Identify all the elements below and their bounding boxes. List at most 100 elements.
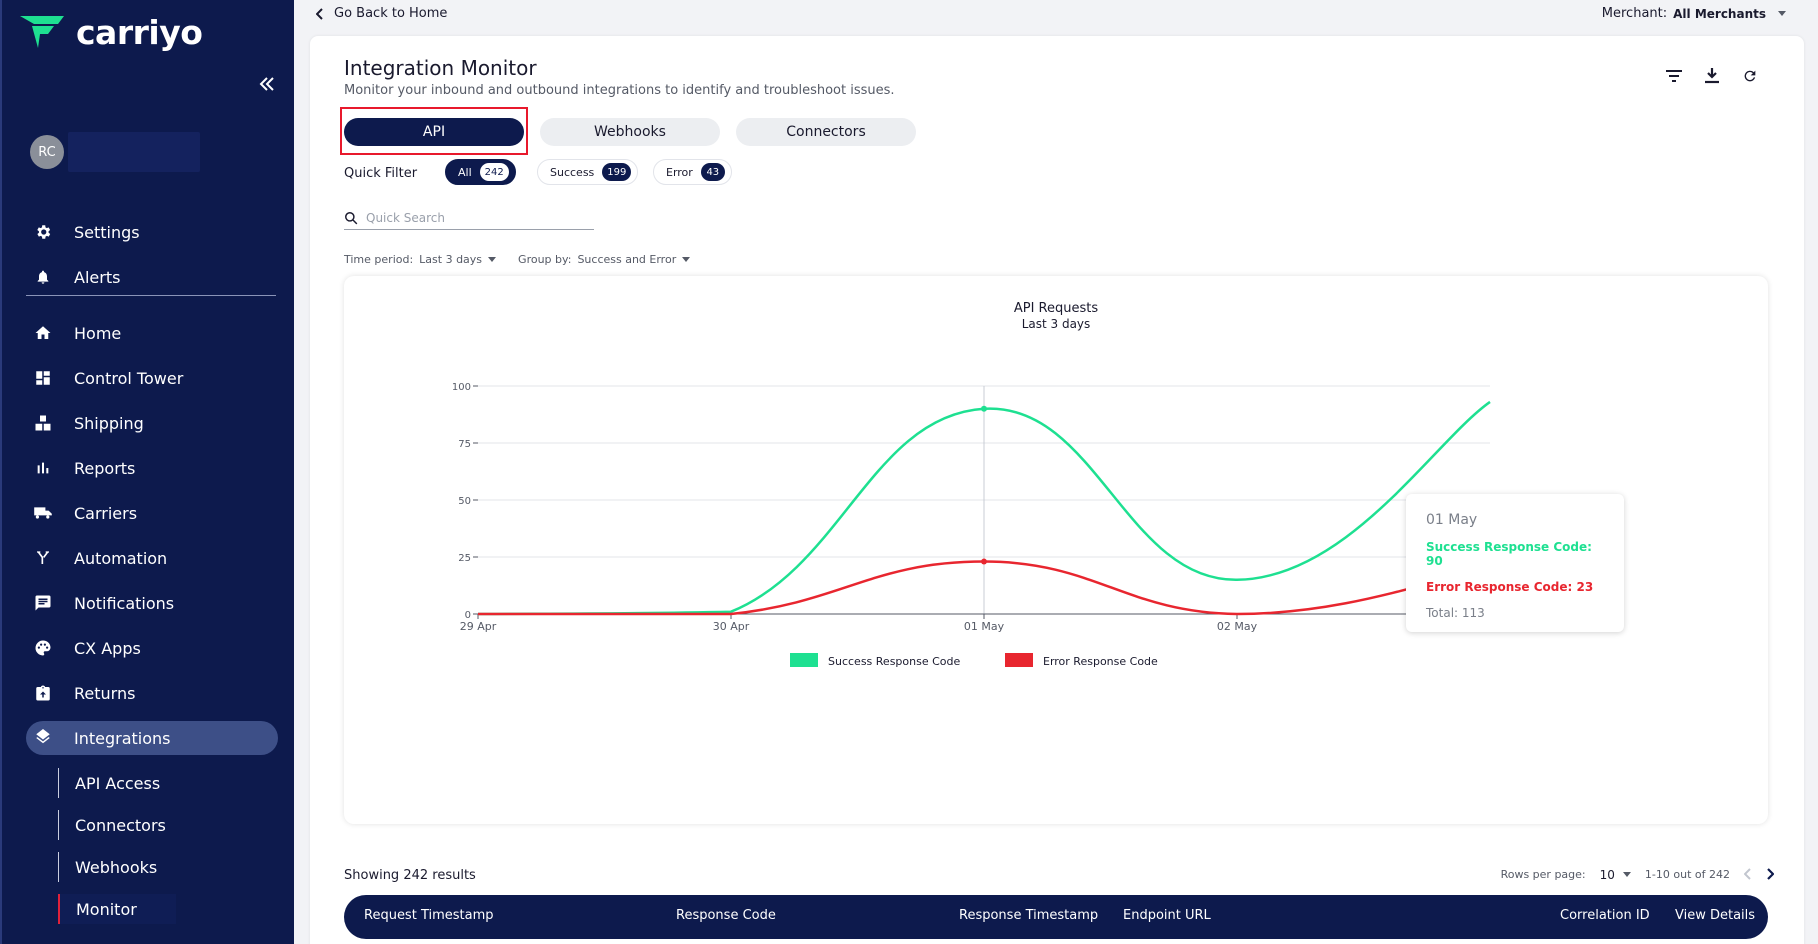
chart-filters: Time period: Last 3 days Group by: Succe… bbox=[344, 253, 691, 266]
column-header-view-details[interactable]: View Details bbox=[1675, 908, 1756, 923]
sidebar-item-label: Alerts bbox=[74, 267, 121, 287]
sidebar-item-integrations[interactable]: Integrations bbox=[26, 721, 278, 755]
column-header-endpoint-url[interactable]: Endpoint URL bbox=[1123, 908, 1211, 923]
fork-icon bbox=[32, 547, 54, 569]
sidebar-item-home[interactable]: Home bbox=[26, 316, 278, 350]
tooltip-total: Total: 113 bbox=[1426, 606, 1485, 620]
page-range: 1-10 out of 242 bbox=[1644, 868, 1730, 881]
column-header-response-timestamp[interactable]: Response Timestamp bbox=[959, 908, 1099, 923]
tooltip-date: 01 May bbox=[1426, 512, 1478, 528]
chip-count: 242 bbox=[479, 163, 509, 181]
caret-down-icon bbox=[682, 257, 691, 262]
search-input[interactable] bbox=[366, 210, 576, 225]
caret-down-icon bbox=[1622, 872, 1631, 877]
chart-title: API Requests bbox=[1014, 301, 1099, 316]
rows-per-page-select[interactable]: 10 bbox=[1600, 868, 1631, 882]
sidebar-item-control-tower[interactable]: Control Tower bbox=[26, 361, 278, 395]
sidebar-item-returns[interactable]: Returns bbox=[26, 676, 278, 710]
x-tick-label: 29 Apr bbox=[460, 620, 497, 633]
boxes-icon bbox=[32, 412, 54, 434]
quick-filter-success-chip[interactable]: Success 199 bbox=[537, 159, 639, 185]
truck-icon bbox=[32, 502, 54, 524]
time-period-value: Last 3 days bbox=[419, 253, 483, 266]
merchant-selector[interactable]: Merchant: All Merchants bbox=[1602, 6, 1786, 21]
page-title: Integration Monitor bbox=[344, 56, 537, 80]
chip-count: 199 bbox=[602, 163, 632, 181]
rows-per-page-value: 10 bbox=[1599, 867, 1615, 882]
legend-label: Error Response Code bbox=[1043, 655, 1158, 668]
caret-down-icon bbox=[488, 257, 497, 262]
quick-filter-error-chip[interactable]: Error 43 bbox=[653, 159, 732, 185]
group-by-dropdown[interactable]: Group by: Success and Error bbox=[518, 253, 691, 266]
avatar: RC bbox=[30, 135, 64, 169]
sidebar-item-label: Returns bbox=[74, 683, 136, 703]
bell-icon bbox=[32, 266, 54, 288]
sidebar-subitem-api-access[interactable]: API Access bbox=[58, 768, 160, 798]
download-icon[interactable] bbox=[1702, 66, 1722, 86]
carriyo-logo-icon bbox=[20, 16, 64, 48]
chart-subtitle: Last 3 days bbox=[1022, 317, 1091, 331]
quick-filter-all-chip[interactable]: All 242 bbox=[445, 159, 516, 185]
y-tick-label: 25 bbox=[458, 553, 471, 564]
home-icon bbox=[32, 322, 54, 344]
user-profile[interactable]: RC bbox=[30, 132, 200, 172]
sidebar-subitem-label: Webhooks bbox=[75, 857, 158, 877]
chevron-left-icon bbox=[1743, 868, 1751, 880]
selection-highlight-box bbox=[340, 107, 528, 155]
sidebar-subitem-label: Monitor bbox=[76, 899, 137, 919]
sidebar-subitem-webhooks[interactable]: Webhooks bbox=[58, 852, 157, 882]
quick-filter-label: Quick Filter bbox=[344, 166, 418, 181]
collapse-sidebar-button[interactable] bbox=[259, 70, 275, 98]
sidebar-subitem-connectors[interactable]: Connectors bbox=[58, 810, 166, 840]
double-chevron-left-icon bbox=[259, 77, 274, 91]
sidebar-item-cx-apps[interactable]: CX Apps bbox=[26, 631, 278, 665]
sidebar-subitem-label: API Access bbox=[75, 773, 161, 793]
tab-api[interactable]: API bbox=[344, 118, 524, 146]
chip-label: All bbox=[458, 165, 472, 179]
table-header: Request Timestamp Response Code Response… bbox=[344, 895, 1768, 939]
sidebar-item-carriers[interactable]: Carriers bbox=[26, 496, 278, 530]
search-icon bbox=[345, 211, 358, 224]
column-header-response-code[interactable]: Response Code bbox=[676, 908, 776, 923]
main-panel: Integration Monitor Monitor your inbound… bbox=[310, 36, 1804, 944]
sidebar-divider bbox=[26, 295, 276, 296]
column-header-request-timestamp[interactable]: Request Timestamp bbox=[364, 908, 494, 923]
chart-tooltip: 01 May Success Response Code: 90 Error R… bbox=[1406, 494, 1624, 632]
sidebar-item-shipping[interactable]: Shipping bbox=[26, 406, 278, 440]
rows-per-page-label: Rows per page: bbox=[1500, 868, 1586, 881]
previous-page-button[interactable] bbox=[1743, 865, 1752, 884]
legend-label: Success Response Code bbox=[828, 655, 960, 668]
tab-connectors[interactable]: Connectors bbox=[736, 118, 916, 146]
sidebar: carriyo RC Settings Alerts Home Control … bbox=[0, 0, 294, 944]
sidebar-subitem-label: Connectors bbox=[75, 815, 166, 835]
tooltip-error: Error Response Code: 23 bbox=[1426, 580, 1594, 594]
sidebar-item-notifications[interactable]: Notifications bbox=[26, 586, 278, 620]
filter-icon[interactable] bbox=[1664, 66, 1684, 86]
time-period-dropdown[interactable]: Time period: Last 3 days bbox=[344, 253, 497, 266]
data-point bbox=[981, 558, 987, 565]
go-back-home-link[interactable]: Go Back to Home bbox=[316, 6, 447, 21]
series-line bbox=[477, 400, 1491, 616]
legend-swatch bbox=[1005, 653, 1033, 667]
logo[interactable]: carriyo bbox=[18, 12, 203, 52]
layers-icon bbox=[32, 727, 54, 749]
user-name-placeholder bbox=[68, 132, 200, 172]
sidebar-item-reports[interactable]: Reports bbox=[26, 451, 278, 485]
chart-card: API Requests Last 3 days 0 25 50 75 100 29 Ap… bbox=[344, 276, 1768, 824]
sidebar-item-settings[interactable]: Settings bbox=[26, 215, 278, 249]
sidebar-item-automation[interactable]: Automation bbox=[26, 541, 278, 575]
chip-label: Error bbox=[666, 165, 693, 179]
tab-webhooks[interactable]: Webhooks bbox=[540, 118, 720, 146]
quick-search bbox=[344, 206, 594, 230]
x-tick-label: 01 May bbox=[964, 620, 1005, 633]
tab-label: Connectors bbox=[786, 124, 866, 140]
chip-label: Success bbox=[550, 165, 595, 179]
next-page-button[interactable] bbox=[1766, 865, 1775, 884]
tooltip-success: Success Response Code: 90 bbox=[1426, 540, 1592, 568]
column-header-correlation-id[interactable]: Correlation ID bbox=[1560, 908, 1650, 923]
return-box-icon bbox=[32, 682, 54, 704]
sidebar-subitem-monitor[interactable]: Monitor bbox=[58, 894, 176, 924]
pagination: Rows per page: 10 1-10 out of 242 bbox=[1500, 865, 1775, 884]
sidebar-item-alerts[interactable]: Alerts bbox=[26, 260, 278, 294]
refresh-icon[interactable] bbox=[1740, 66, 1760, 86]
